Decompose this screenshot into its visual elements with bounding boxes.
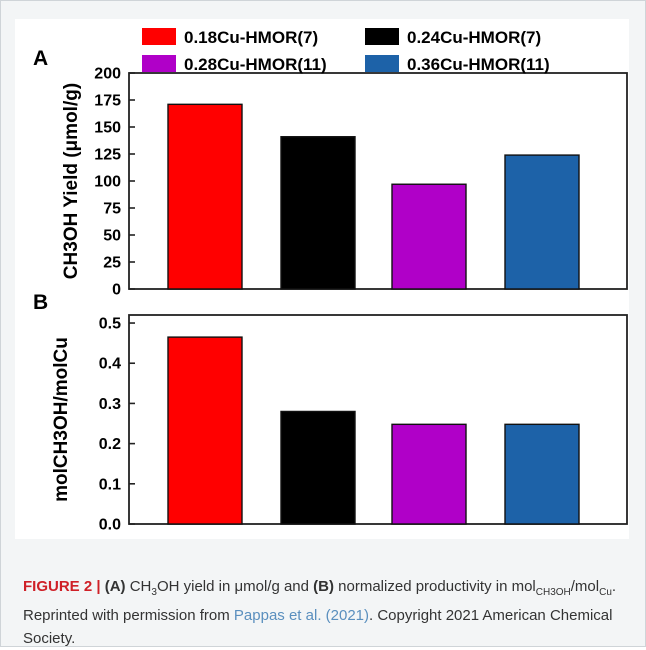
caption-text-b-sub1: CH3OH: [536, 587, 571, 598]
panel-label: A: [33, 47, 48, 70]
y-tick-label: 125: [94, 147, 121, 164]
caption-part-a: (A): [105, 578, 126, 595]
bar-0.28Cu-HMOR(11): [392, 424, 466, 524]
legend-entry: 0.18Cu-HMOR(7): [184, 28, 318, 47]
y-tick-label: 200: [94, 66, 121, 83]
y-axis-label: molCH3OH/molCu: [51, 337, 72, 502]
y-tick-label: 0.3: [99, 396, 121, 413]
caption-text-a-post: OH yield in μmol/g and: [157, 578, 313, 595]
bar-0.18Cu-HMOR(7): [168, 104, 242, 289]
y-tick-label: 0.4: [99, 356, 121, 373]
panel-label: B: [33, 291, 48, 314]
caption-text-b-sub2: Cu: [599, 587, 612, 598]
legend-swatch: [142, 28, 176, 45]
bar-chart-figure: A 0 25 50 75 100 125 150 175 200 CH3OH Yield (μmol…: [15, 19, 629, 539]
citation-link[interactable]: Pappas et al. (2021): [234, 607, 369, 624]
y-axis-label: CH3OH Yield (μmol/g): [61, 83, 82, 279]
bar-0.28Cu-HMOR(11): [392, 184, 466, 289]
y-tick-label: 75: [103, 201, 121, 218]
y-tick-label: 100: [94, 174, 121, 191]
legend-swatch: [142, 55, 176, 72]
bar-0.18Cu-HMOR(7): [168, 337, 242, 524]
legend-swatch: [365, 55, 399, 72]
y-tick-label: 0.0: [99, 517, 121, 534]
figure-label: FIGURE 2 |: [23, 578, 101, 595]
bar-0.36Cu-HMOR(11): [505, 424, 579, 524]
caption-text-b-mid: /mol: [571, 578, 599, 595]
y-tick-label: 0.2: [99, 436, 121, 453]
legend-entry: 0.28Cu-HMOR(11): [184, 55, 327, 74]
y-tick-label: 0.1: [99, 476, 121, 493]
legend-entry: 0.36Cu-HMOR(11): [407, 55, 550, 74]
bar-0.24Cu-HMOR(7): [281, 137, 355, 289]
y-tick-label: 0.5: [99, 316, 121, 333]
caption-part-b: (B): [313, 578, 334, 595]
bar-0.24Cu-HMOR(7): [281, 411, 355, 524]
figure-caption: FIGURE 2 | (A) CH3OH yield in μmol/g and…: [23, 575, 633, 650]
caption-text-a-pre: CH: [126, 578, 152, 595]
y-tick-label: 0: [112, 282, 121, 299]
y-tick-label: 25: [103, 255, 121, 272]
y-tick-label: 175: [94, 93, 121, 110]
legend-entry: 0.24Cu-HMOR(7): [407, 28, 541, 47]
figure-area: A 0 25 50 75 100 125 150 175 200 CH3OH Yield (μmol…: [15, 19, 629, 539]
y-tick-label: 150: [94, 120, 121, 137]
caption-text-b-pre: normalized productivity in mol: [334, 578, 536, 595]
legend-swatch: [365, 28, 399, 45]
bar-0.36Cu-HMOR(11): [505, 155, 579, 289]
y-tick-label: 50: [103, 228, 121, 245]
